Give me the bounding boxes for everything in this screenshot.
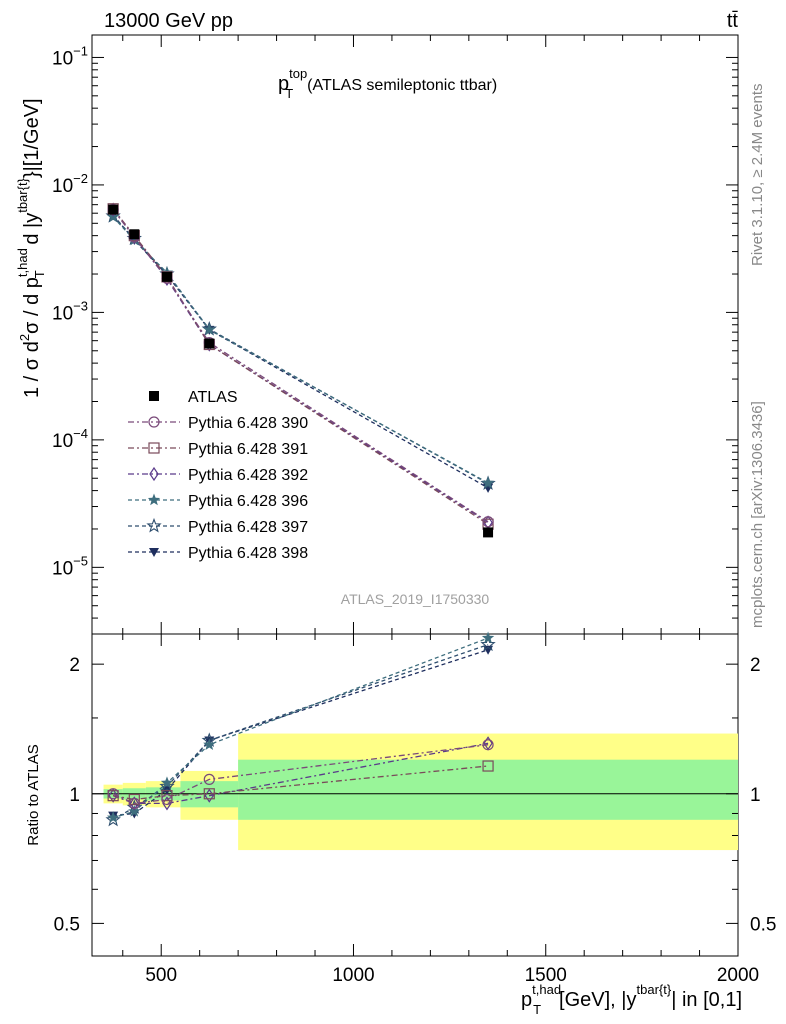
ratio-point xyxy=(106,811,120,823)
ratio-series-pythia-6-428-396 xyxy=(106,631,495,823)
y-tick-label: 10−5 xyxy=(52,553,88,579)
ratio-ylabel: Ratio to ATLAS xyxy=(25,744,42,845)
y-tick-label: 10−4 xyxy=(52,426,88,452)
title-p: p xyxy=(278,73,289,95)
ratio-line xyxy=(112,765,489,801)
legend-label: ATLAS xyxy=(188,389,238,406)
ratio-point xyxy=(161,793,173,806)
xlabel-sup: t,had xyxy=(532,982,561,997)
x-tick-label: 2000 xyxy=(717,965,759,986)
ratio-point xyxy=(160,776,174,789)
main-panel: 10−5 10−4 10−3 10−2 10−1 ptop T (ATLAS semilep… xyxy=(15,34,739,635)
data-point xyxy=(203,323,216,336)
ratio-line xyxy=(112,744,489,805)
legend-label: Pythia 6.428 397 xyxy=(188,519,308,536)
ratio-y-tick-label-right: 1 xyxy=(750,785,761,806)
legend-marker xyxy=(149,466,159,482)
xlabel-end: | in [0,1] xyxy=(671,989,742,1011)
ratio-point xyxy=(129,796,140,811)
ratio-point xyxy=(203,738,216,750)
main-series xyxy=(105,202,496,538)
data-point xyxy=(129,229,140,240)
ratio-panel: 0.5 0.5 1 1 2 2 500 1000 1500 2000 Ratio to ATLAS… xyxy=(25,631,776,1017)
x-tick-label: 1500 xyxy=(525,965,567,986)
ratio-point xyxy=(203,788,215,800)
data-point xyxy=(204,338,215,349)
uncertainty-band-green xyxy=(238,759,738,820)
header-process: tt̄ xyxy=(727,10,739,32)
legend-label: Pythia 6.428 390 xyxy=(188,415,308,432)
ratio-point xyxy=(203,773,215,785)
data-point xyxy=(161,271,172,282)
xlabel-sub: T xyxy=(533,1002,541,1017)
main-y-ticks: 10−5 10−4 10−3 10−2 10−1 xyxy=(52,35,739,635)
data-point xyxy=(483,527,494,538)
xlabel-mid: [GeV], |y xyxy=(559,989,636,1011)
analysis-label: ATLAS_2019_I1750330 xyxy=(341,591,490,607)
ratio-y-tick-label-right: 0.5 xyxy=(750,914,776,935)
legend-marker xyxy=(146,517,162,533)
ratio-xlabel: pt,had T [GeV], |ytbar{t}| in [0,1] xyxy=(521,982,742,1017)
ratio-point xyxy=(162,796,172,811)
data-point xyxy=(128,233,141,246)
legend-marker xyxy=(148,442,160,454)
ratio-ticks: 0.5 0.5 1 1 2 2 500 1000 1500 2000 xyxy=(54,634,776,986)
title-sup: top xyxy=(289,66,307,81)
ratio-point xyxy=(161,790,173,802)
legend-label: Pythia 6.428 396 xyxy=(188,493,308,510)
ratio-bands xyxy=(92,733,738,851)
ratio-y-tick-label: 0.5 xyxy=(54,914,80,935)
series-atlas xyxy=(108,204,494,538)
data-point xyxy=(482,516,494,528)
ratio-point xyxy=(481,631,495,644)
rivet-version: Rivet 3.1.10, ≥ 2.4M events xyxy=(749,84,766,267)
ratio-point xyxy=(105,811,121,827)
ratio-series-pythia-6-428-390 xyxy=(107,739,494,809)
legend-label: Pythia 6.428 398 xyxy=(188,545,308,562)
ratio-point xyxy=(482,739,494,751)
xlabel-p: p xyxy=(521,989,532,1011)
legend-label: Pythia 6.428 392 xyxy=(188,467,308,484)
ratio-point xyxy=(128,797,140,809)
ratio-point xyxy=(107,788,119,800)
y-tick-label: 10−1 xyxy=(52,43,88,69)
legend-marker xyxy=(148,416,160,428)
ratio-point xyxy=(482,760,494,772)
ratio-point xyxy=(483,645,494,655)
ratio-y-tick-label: 2 xyxy=(69,655,80,676)
xlabel-sup2: tbar{t} xyxy=(637,982,672,997)
legend-marker xyxy=(149,548,159,557)
ratio-line xyxy=(112,643,489,821)
ratio-y-tick-label-right: 2 xyxy=(750,655,761,676)
title-rest: (ATLAS semileptonic ttbar) xyxy=(307,77,497,94)
ratio-point xyxy=(108,788,118,803)
ratio-series-pythia-6-428-397 xyxy=(105,636,496,827)
main-ylabel: 1 / σ d2σ / d pt,had T d |ytbar{t}}|[1/Ge… xyxy=(15,98,47,398)
ratio-y-tick-label: 1 xyxy=(69,785,80,806)
ratio-point xyxy=(480,636,496,652)
legend-marker xyxy=(147,493,161,506)
ratio-point xyxy=(159,778,175,793)
ratio-line xyxy=(113,649,489,817)
data-point xyxy=(108,204,119,215)
x-tick-label: 1000 xyxy=(332,965,374,986)
y-tick-label: 10−2 xyxy=(52,171,88,197)
mcplots-credit: mcplots.cern.ch [arXiv:1306.3436] xyxy=(749,401,766,628)
legend-label: Pythia 6.428 391 xyxy=(188,441,308,458)
ratio-point xyxy=(128,804,141,817)
main-title: ptop T (ATLAS semileptonic ttbar) xyxy=(278,66,497,101)
legend-marker xyxy=(149,391,159,401)
data-point xyxy=(481,476,495,489)
ratio-point xyxy=(128,793,140,806)
header-energy: 13000 GeV pp xyxy=(104,10,233,32)
y-tick-label: 10−3 xyxy=(52,298,88,324)
ratio-series xyxy=(105,631,496,827)
legend: ATLAS Pythia 6.428 390 Pythia 6.428 391 Pyt… xyxy=(128,389,308,562)
title-sub: T xyxy=(285,86,293,101)
x-tick-label: 500 xyxy=(145,965,177,986)
